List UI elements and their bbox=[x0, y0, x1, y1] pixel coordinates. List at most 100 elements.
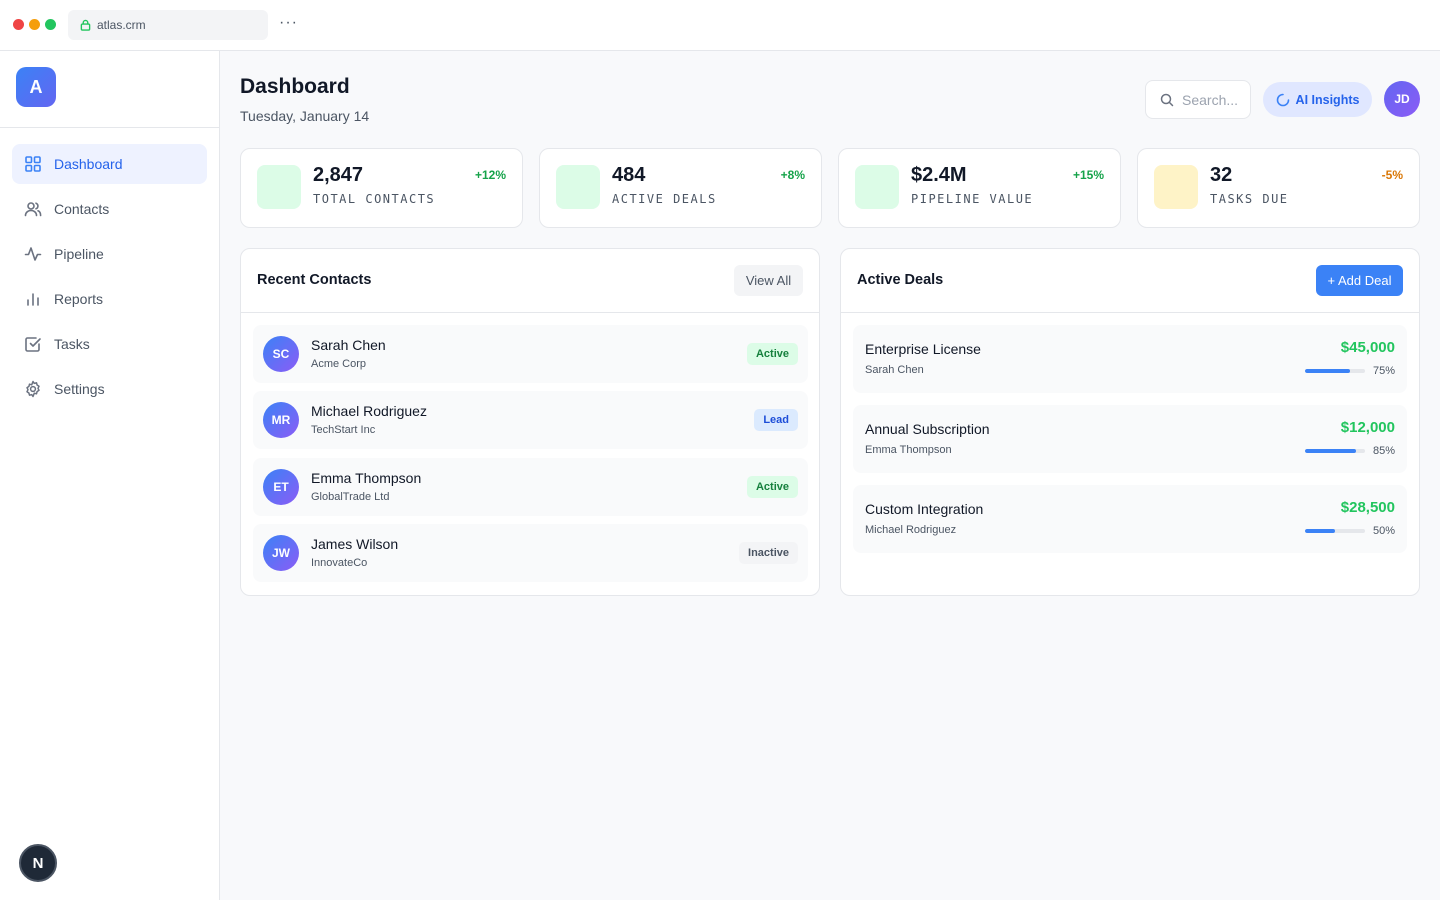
page-title: Dashboard bbox=[240, 75, 350, 98]
status-badge: Active bbox=[746, 476, 798, 498]
stat-value: 484 bbox=[612, 164, 646, 186]
stat-label: TASKS DUE bbox=[1210, 192, 1289, 206]
stat-value: 32 bbox=[1210, 164, 1233, 186]
stat-delta: +12% bbox=[474, 168, 506, 182]
progress-fill bbox=[1305, 449, 1356, 453]
stat-value: 2,847 bbox=[313, 164, 364, 186]
stat-label: ACTIVE DEALS bbox=[612, 192, 717, 206]
check-square-icon bbox=[24, 335, 42, 353]
progress-track bbox=[1305, 529, 1365, 533]
stat-icon bbox=[855, 165, 899, 209]
contact-row[interactable]: MR Michael Rodriguez TechStart Inc Lead bbox=[253, 391, 808, 449]
sidebar-item-tasks[interactable]: Tasks bbox=[12, 324, 207, 364]
contact-name: Michael Rodriguez bbox=[311, 403, 427, 419]
progress-percent: 85% bbox=[1372, 445, 1395, 457]
progress-percent: 75% bbox=[1372, 365, 1395, 377]
more-options-icon[interactable]: ··· bbox=[279, 14, 298, 31]
lock-icon bbox=[80, 19, 91, 31]
deal-row[interactable]: Annual Subscription Emma Thompson $12,00… bbox=[853, 405, 1407, 473]
panel-header: Active Deals + Add Deal bbox=[841, 249, 1419, 313]
contact-company: TechStart Inc bbox=[311, 424, 376, 436]
progress-fill bbox=[1305, 369, 1350, 373]
stat-icon bbox=[257, 165, 301, 209]
page-date: Tuesday, January 14 bbox=[240, 108, 370, 124]
deal-owner: Emma Thompson bbox=[865, 444, 952, 456]
contact-avatar: SC bbox=[263, 336, 299, 372]
contact-row[interactable]: SC Sarah Chen Acme Corp Active bbox=[253, 325, 808, 383]
deal-row[interactable]: Enterprise License Sarah Chen $45,000 75… bbox=[853, 325, 1407, 393]
deal-name: Enterprise License bbox=[865, 341, 981, 357]
user-avatar[interactable]: JD bbox=[1384, 81, 1420, 117]
recent-contacts-panel: Recent Contacts View All SC Sarah Chen A… bbox=[240, 248, 820, 596]
deal-amount: $45,000 bbox=[1340, 339, 1395, 356]
ai-insights-button[interactable]: AI Insights bbox=[1263, 82, 1372, 117]
close-window-button[interactable] bbox=[13, 19, 24, 30]
stat-card-tasks-due[interactable]: 32 TASKS DUE -5% bbox=[1137, 148, 1420, 228]
minimize-window-button[interactable] bbox=[29, 19, 40, 30]
stat-icon bbox=[556, 165, 600, 209]
progress-percent: 50% bbox=[1372, 525, 1395, 537]
main-content: Dashboard Tuesday, January 14 Search... … bbox=[220, 51, 1440, 900]
url-text: atlas.crm bbox=[97, 18, 146, 32]
sidebar-nav: Dashboard Contacts Pipeline Reports Task… bbox=[12, 144, 207, 414]
view-all-button[interactable]: View All bbox=[734, 265, 803, 296]
deal-name: Custom Integration bbox=[865, 501, 984, 517]
sidebar-item-pipeline[interactable]: Pipeline bbox=[12, 234, 207, 274]
contact-avatar: MR bbox=[263, 402, 299, 438]
status-badge: Lead bbox=[754, 409, 798, 431]
sidebar-item-label: Pipeline bbox=[54, 246, 104, 262]
sidebar-item-settings[interactable]: Settings bbox=[12, 369, 207, 409]
deal-progress: 85% bbox=[1305, 445, 1395, 457]
maximize-window-button[interactable] bbox=[45, 19, 56, 30]
sidebar-item-label: Dashboard bbox=[54, 156, 123, 172]
sidebar-item-contacts[interactable]: Contacts bbox=[12, 189, 207, 229]
browser-toolbar: atlas.crm ··· bbox=[0, 0, 1440, 51]
stat-value: $2.4M bbox=[911, 164, 967, 186]
deal-owner: Michael Rodriguez bbox=[865, 524, 957, 536]
dev-tools-badge[interactable]: N bbox=[19, 844, 57, 882]
deal-amount: $28,500 bbox=[1340, 499, 1395, 516]
contact-avatar: JW bbox=[263, 535, 299, 571]
deal-owner: Sarah Chen bbox=[865, 364, 924, 376]
status-badge: Active bbox=[746, 343, 798, 365]
panel-title: Active Deals bbox=[857, 272, 944, 288]
sidebar-item-reports[interactable]: Reports bbox=[12, 279, 207, 319]
sidebar: A Dashboard Contacts Pipeline Reports bbox=[0, 51, 220, 900]
spinner-icon bbox=[1276, 93, 1289, 106]
stat-card-total-contacts[interactable]: 2,847 TOTAL CONTACTS +12% bbox=[240, 148, 523, 228]
stat-delta: -5% bbox=[1381, 168, 1403, 182]
sidebar-item-label: Contacts bbox=[54, 201, 110, 217]
contact-row[interactable]: ET Emma Thompson GlobalTrade Ltd Active bbox=[253, 458, 808, 516]
stat-delta: +8% bbox=[780, 168, 805, 182]
add-deal-button[interactable]: + Add Deal bbox=[1316, 265, 1403, 296]
progress-track bbox=[1305, 369, 1365, 373]
stat-card-pipeline-value[interactable]: $2.4M PIPELINE VALUE +15% bbox=[838, 148, 1121, 228]
grid-icon bbox=[24, 155, 42, 173]
active-deals-panel: Active Deals + Add Deal Enterprise Licen… bbox=[840, 248, 1420, 596]
status-badge: Inactive bbox=[739, 542, 798, 564]
contact-company: Acme Corp bbox=[311, 358, 367, 370]
search-icon bbox=[1160, 93, 1174, 106]
progress-fill bbox=[1305, 529, 1335, 533]
deal-row[interactable]: Custom Integration Michael Rodriguez $28… bbox=[853, 485, 1407, 553]
contact-avatar: ET bbox=[263, 469, 299, 505]
contact-company: InnovateCo bbox=[311, 557, 368, 569]
contact-company: GlobalTrade Ltd bbox=[311, 491, 390, 503]
deal-name: Annual Subscription bbox=[865, 421, 990, 437]
panel-header: Recent Contacts View All bbox=[241, 249, 819, 313]
panel-title: Recent Contacts bbox=[257, 272, 372, 288]
address-bar[interactable]: atlas.crm bbox=[68, 10, 268, 40]
sidebar-item-label: Tasks bbox=[54, 336, 90, 352]
stat-icon bbox=[1154, 165, 1198, 209]
gear-icon bbox=[24, 380, 42, 398]
app-logo[interactable]: A bbox=[16, 67, 56, 107]
deal-progress: 50% bbox=[1305, 525, 1395, 537]
deal-amount: $12,000 bbox=[1340, 419, 1395, 436]
search-input[interactable]: Search... bbox=[1145, 80, 1251, 119]
contact-row[interactable]: JW James Wilson InnovateCo Inactive bbox=[253, 524, 808, 582]
activity-icon bbox=[24, 245, 42, 263]
sidebar-item-dashboard[interactable]: Dashboard bbox=[12, 144, 207, 184]
stat-card-active-deals[interactable]: 484 ACTIVE DEALS +8% bbox=[539, 148, 822, 228]
users-icon bbox=[24, 200, 42, 218]
stat-delta: +15% bbox=[1072, 168, 1104, 182]
